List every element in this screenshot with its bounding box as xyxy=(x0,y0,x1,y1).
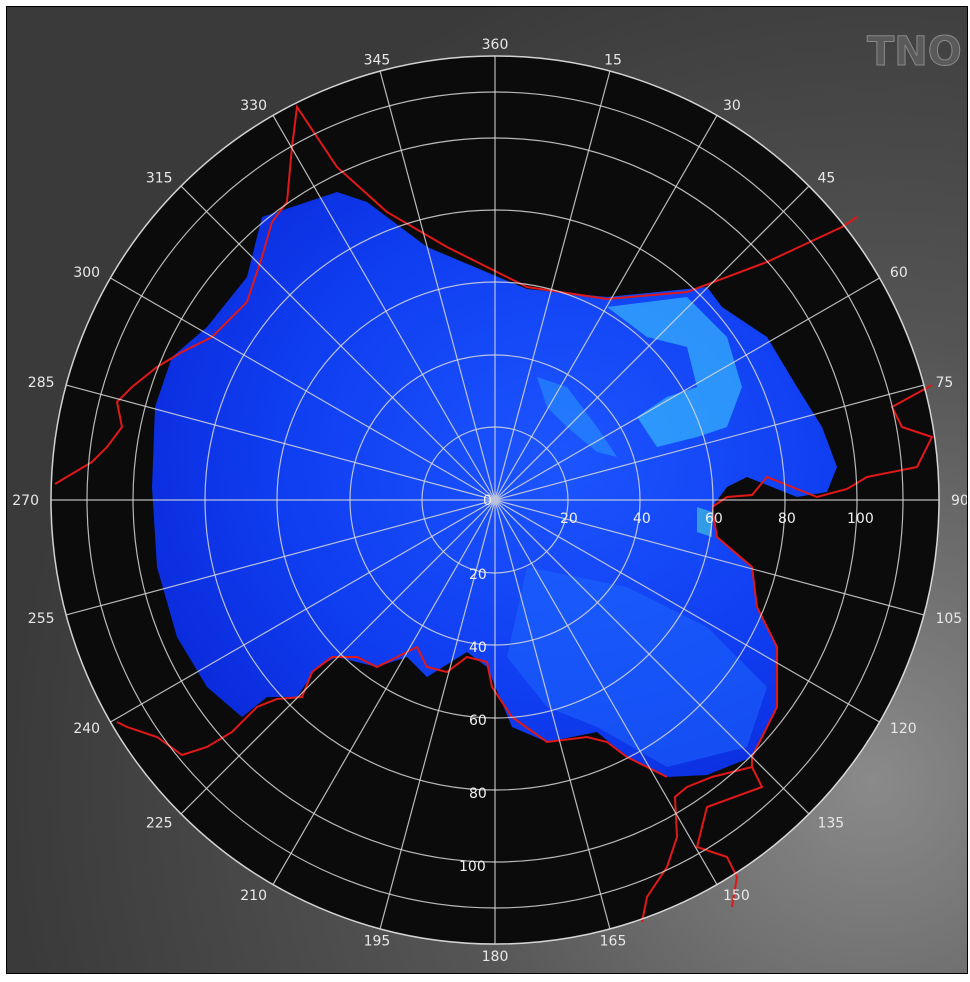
echo-southern-enhancement xyxy=(507,567,767,767)
azimuth-spoke-195 xyxy=(379,499,496,930)
azimuth-spoke-60 xyxy=(494,277,880,501)
azimuth-label-120: 120 xyxy=(890,721,917,737)
azimuth-spoke-240 xyxy=(110,499,496,723)
range-label-east-40: 40 xyxy=(633,511,651,527)
azimuth-spoke-105 xyxy=(494,499,925,616)
azimuth-spoke-345 xyxy=(379,70,496,501)
azimuth-label-210: 210 xyxy=(240,888,267,904)
azimuth-spoke-255 xyxy=(65,499,496,616)
range-labels-south: 20 40 60 80 100 xyxy=(459,567,487,875)
echo-strong-band-2 xyxy=(537,377,617,457)
azimuth-labels: 360 15 30 45 60 75 90 105 120 135 150 165 180 195 210 2… xyxy=(12,37,968,965)
range-label-east-80: 80 xyxy=(778,511,796,527)
azimuth-label-30: 30 xyxy=(723,98,741,114)
range-label-east-20: 20 xyxy=(560,511,578,527)
azimuth-label-90: 90 xyxy=(951,493,968,509)
azimuth-spoke-120 xyxy=(494,499,880,723)
azimuth-label-165: 165 xyxy=(600,933,627,949)
radar-center-label: 0 xyxy=(483,493,492,509)
azimuth-spoke-150 xyxy=(494,499,718,885)
azimuth-label-150: 150 xyxy=(723,888,750,904)
azimuth-label-315: 315 xyxy=(146,171,173,187)
azimuth-label-105: 105 xyxy=(935,611,962,627)
azimuth-label-60: 60 xyxy=(890,265,908,281)
azimuth-spoke-210 xyxy=(272,499,496,885)
azimuth-label-360: 360 xyxy=(482,37,509,53)
azimuth-label-300: 300 xyxy=(73,265,100,281)
azimuth-label-135: 135 xyxy=(817,815,844,831)
range-label-south-100: 100 xyxy=(459,859,486,875)
azimuth-label-255: 255 xyxy=(28,611,55,627)
azimuth-label-15: 15 xyxy=(604,53,622,69)
range-label-south-20: 20 xyxy=(469,567,487,583)
azimuth-spoke-135 xyxy=(494,499,810,815)
azimuth-spoke-315 xyxy=(180,185,496,501)
azimuth-label-45: 45 xyxy=(817,171,835,187)
azimuth-label-180: 180 xyxy=(482,949,509,965)
azimuth-spoke-45 xyxy=(494,185,810,501)
range-label-south-80: 80 xyxy=(469,786,487,802)
azimuth-spoke-165 xyxy=(494,499,611,930)
azimuth-spoke-225 xyxy=(180,499,496,815)
azimuth-label-195: 195 xyxy=(364,933,391,949)
azimuth-spokes xyxy=(51,56,939,944)
azimuth-spoke-330 xyxy=(272,115,496,501)
azimuth-label-225: 225 xyxy=(146,815,173,831)
radar-frame: 360 15 30 45 60 75 90 105 120 135 150 165 180 195 210 2… xyxy=(6,6,968,974)
range-label-east-100: 100 xyxy=(847,511,874,527)
azimuth-label-240: 240 xyxy=(73,721,100,737)
azimuth-label-285: 285 xyxy=(28,375,55,391)
azimuth-spoke-300 xyxy=(110,277,496,501)
azimuth-label-330: 330 xyxy=(240,98,267,114)
radar-ppi-display: 360 15 30 45 60 75 90 105 120 135 150 165 180 195 210 2… xyxy=(7,7,968,973)
range-label-south-40: 40 xyxy=(469,640,487,656)
azimuth-label-75: 75 xyxy=(935,375,953,391)
azimuth-spoke-75 xyxy=(494,384,925,501)
azimuth-spoke-285 xyxy=(65,384,496,501)
echo-strong-band-3 xyxy=(697,507,712,537)
national-border-line xyxy=(54,104,934,923)
echo-strong-band-1 xyxy=(607,297,742,447)
azimuth-label-270: 270 xyxy=(12,493,39,509)
azimuth-spoke-30 xyxy=(494,115,718,501)
tno-logo: TNO xyxy=(867,29,962,75)
azimuth-label-345: 345 xyxy=(364,53,391,69)
range-label-east-60: 60 xyxy=(705,511,723,527)
range-label-south-60: 60 xyxy=(469,713,487,729)
range-labels-east: 20 40 60 80 100 xyxy=(560,511,874,527)
azimuth-spoke-15 xyxy=(494,70,611,501)
